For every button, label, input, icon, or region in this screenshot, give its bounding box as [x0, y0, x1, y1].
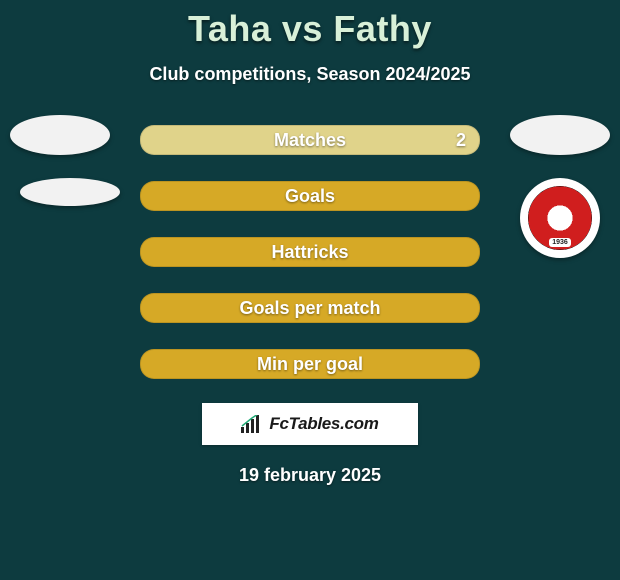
club-badge-emblem: 1936: [528, 186, 592, 250]
stat-label: Goals per match: [239, 298, 380, 319]
player-left-badge-secondary: [20, 178, 120, 206]
player-left-badge: [10, 115, 110, 155]
page-subtitle: Club competitions, Season 2024/2025: [0, 64, 620, 85]
source-logo-box: FcTables.com: [202, 403, 418, 445]
stats-container: Matches 2 Goals Hattricks Goals per matc…: [0, 125, 620, 379]
stat-row-min-per-goal: Min per goal: [140, 349, 480, 379]
snapshot-date: 19 february 2025: [0, 465, 620, 486]
stat-row-goals: Goals: [140, 181, 480, 211]
stat-label: Min per goal: [257, 354, 363, 375]
stat-right-value: 2: [456, 130, 466, 151]
stat-label: Matches: [274, 130, 346, 151]
club-badge: 1936: [520, 178, 600, 258]
stat-row-hattricks: Hattricks: [140, 237, 480, 267]
stat-row-goals-per-match: Goals per match: [140, 293, 480, 323]
stat-row-matches: Matches 2: [140, 125, 480, 155]
chart-bars-icon: [241, 415, 263, 433]
player-right-badge: [510, 115, 610, 155]
page-title: Taha vs Fathy: [0, 0, 620, 50]
stat-label: Goals: [285, 186, 335, 207]
source-logo-text: FcTables.com: [269, 414, 378, 434]
stat-label: Hattricks: [271, 242, 348, 263]
club-badge-year: 1936: [549, 238, 571, 247]
